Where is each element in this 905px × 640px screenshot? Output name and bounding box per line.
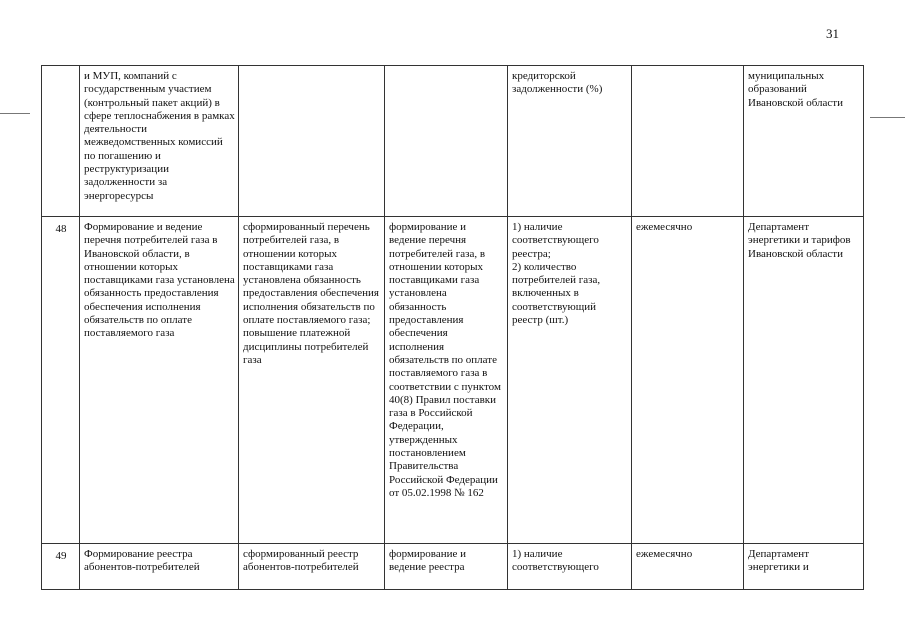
cell-result: сформированный реестр абонентов-потребит…	[238, 543, 385, 590]
cell-num: 48	[41, 216, 80, 544]
cell-indicator: 1) наличие соответствующего реестра; 2) …	[507, 216, 632, 544]
scan-artifact-line	[0, 113, 30, 114]
cell-period	[631, 65, 744, 217]
cell-responsible: Департамент энергетики и тарифов Ивановс…	[743, 216, 864, 544]
page-number: 31	[826, 26, 839, 41]
cell-period: ежемесячно	[631, 216, 744, 544]
cell-result: сформированный перечень потребителей газ…	[238, 216, 385, 544]
cell-action: формирование и ведение реестра	[384, 543, 508, 590]
cell-responsible: Департамент энергетики и	[743, 543, 864, 590]
cell-action: формирование и ведение перечня потребите…	[384, 216, 508, 544]
cell-num	[41, 65, 80, 217]
scan-artifact-line	[870, 117, 905, 118]
cell-num: 49	[41, 543, 80, 590]
cell-period: ежемесячно	[631, 543, 744, 590]
cell-responsible: муниципальных образований Ивановской обл…	[743, 65, 864, 217]
cell-indicator: кредиторской задолженности (%)	[507, 65, 632, 217]
cell-action	[384, 65, 508, 217]
table-row: 49 Формирование реестра абонентов-потреби…	[41, 543, 864, 590]
table-row: и МУП, компаний с государственным участи…	[41, 65, 864, 217]
cell-name: Формирование и ведение перечня потребите…	[79, 216, 239, 544]
measures-table: и МУП, компаний с государственным участи…	[41, 65, 864, 590]
table-row: 48 Формирование и ведение перечня потреби…	[41, 216, 864, 544]
cell-name: Формирование реестра абонентов-потребите…	[79, 543, 239, 590]
cell-name: и МУП, компаний с государственным участи…	[79, 65, 239, 217]
cell-result	[238, 65, 385, 217]
cell-indicator: 1) наличие соответствующего	[507, 543, 632, 590]
